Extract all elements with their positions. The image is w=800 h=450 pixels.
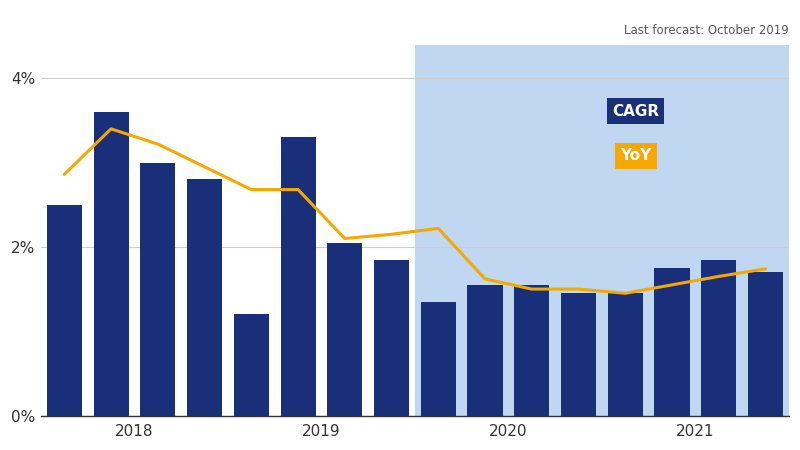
Bar bbox=[140, 162, 175, 415]
Bar bbox=[702, 260, 736, 415]
Bar bbox=[514, 285, 550, 415]
Text: YoY: YoY bbox=[620, 148, 651, 163]
Bar bbox=[327, 243, 362, 415]
Bar bbox=[374, 260, 409, 415]
Bar bbox=[654, 268, 690, 415]
Bar bbox=[748, 272, 783, 415]
Bar bbox=[415, 45, 789, 415]
Bar bbox=[46, 205, 82, 415]
Bar bbox=[187, 180, 222, 415]
Bar bbox=[608, 293, 643, 415]
Text: Last forecast: October 2019: Last forecast: October 2019 bbox=[624, 24, 789, 37]
Bar bbox=[421, 302, 456, 415]
Bar bbox=[94, 112, 129, 415]
Bar bbox=[467, 285, 502, 415]
Bar bbox=[281, 137, 315, 415]
Bar bbox=[561, 293, 596, 415]
Bar bbox=[234, 315, 269, 415]
Text: CAGR: CAGR bbox=[612, 104, 659, 119]
